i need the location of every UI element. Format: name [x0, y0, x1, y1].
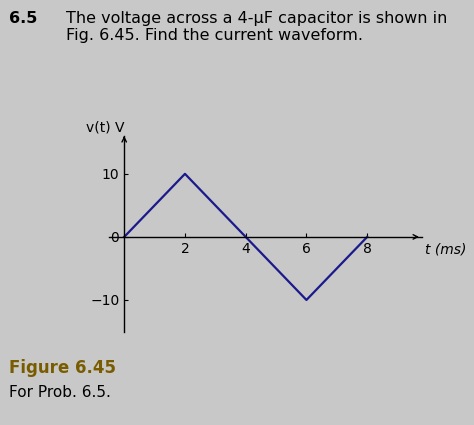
Text: The voltage across a 4-μF capacitor is shown in
Fig. 6.45. Find the current wave: The voltage across a 4-μF capacitor is s…: [66, 11, 448, 43]
Text: v(t) V: v(t) V: [86, 120, 124, 134]
Text: For Prob. 6.5.: For Prob. 6.5.: [9, 385, 111, 399]
Text: 6.5: 6.5: [9, 11, 38, 26]
Text: Figure 6.45: Figure 6.45: [9, 359, 117, 377]
Text: t (ms): t (ms): [425, 243, 466, 257]
